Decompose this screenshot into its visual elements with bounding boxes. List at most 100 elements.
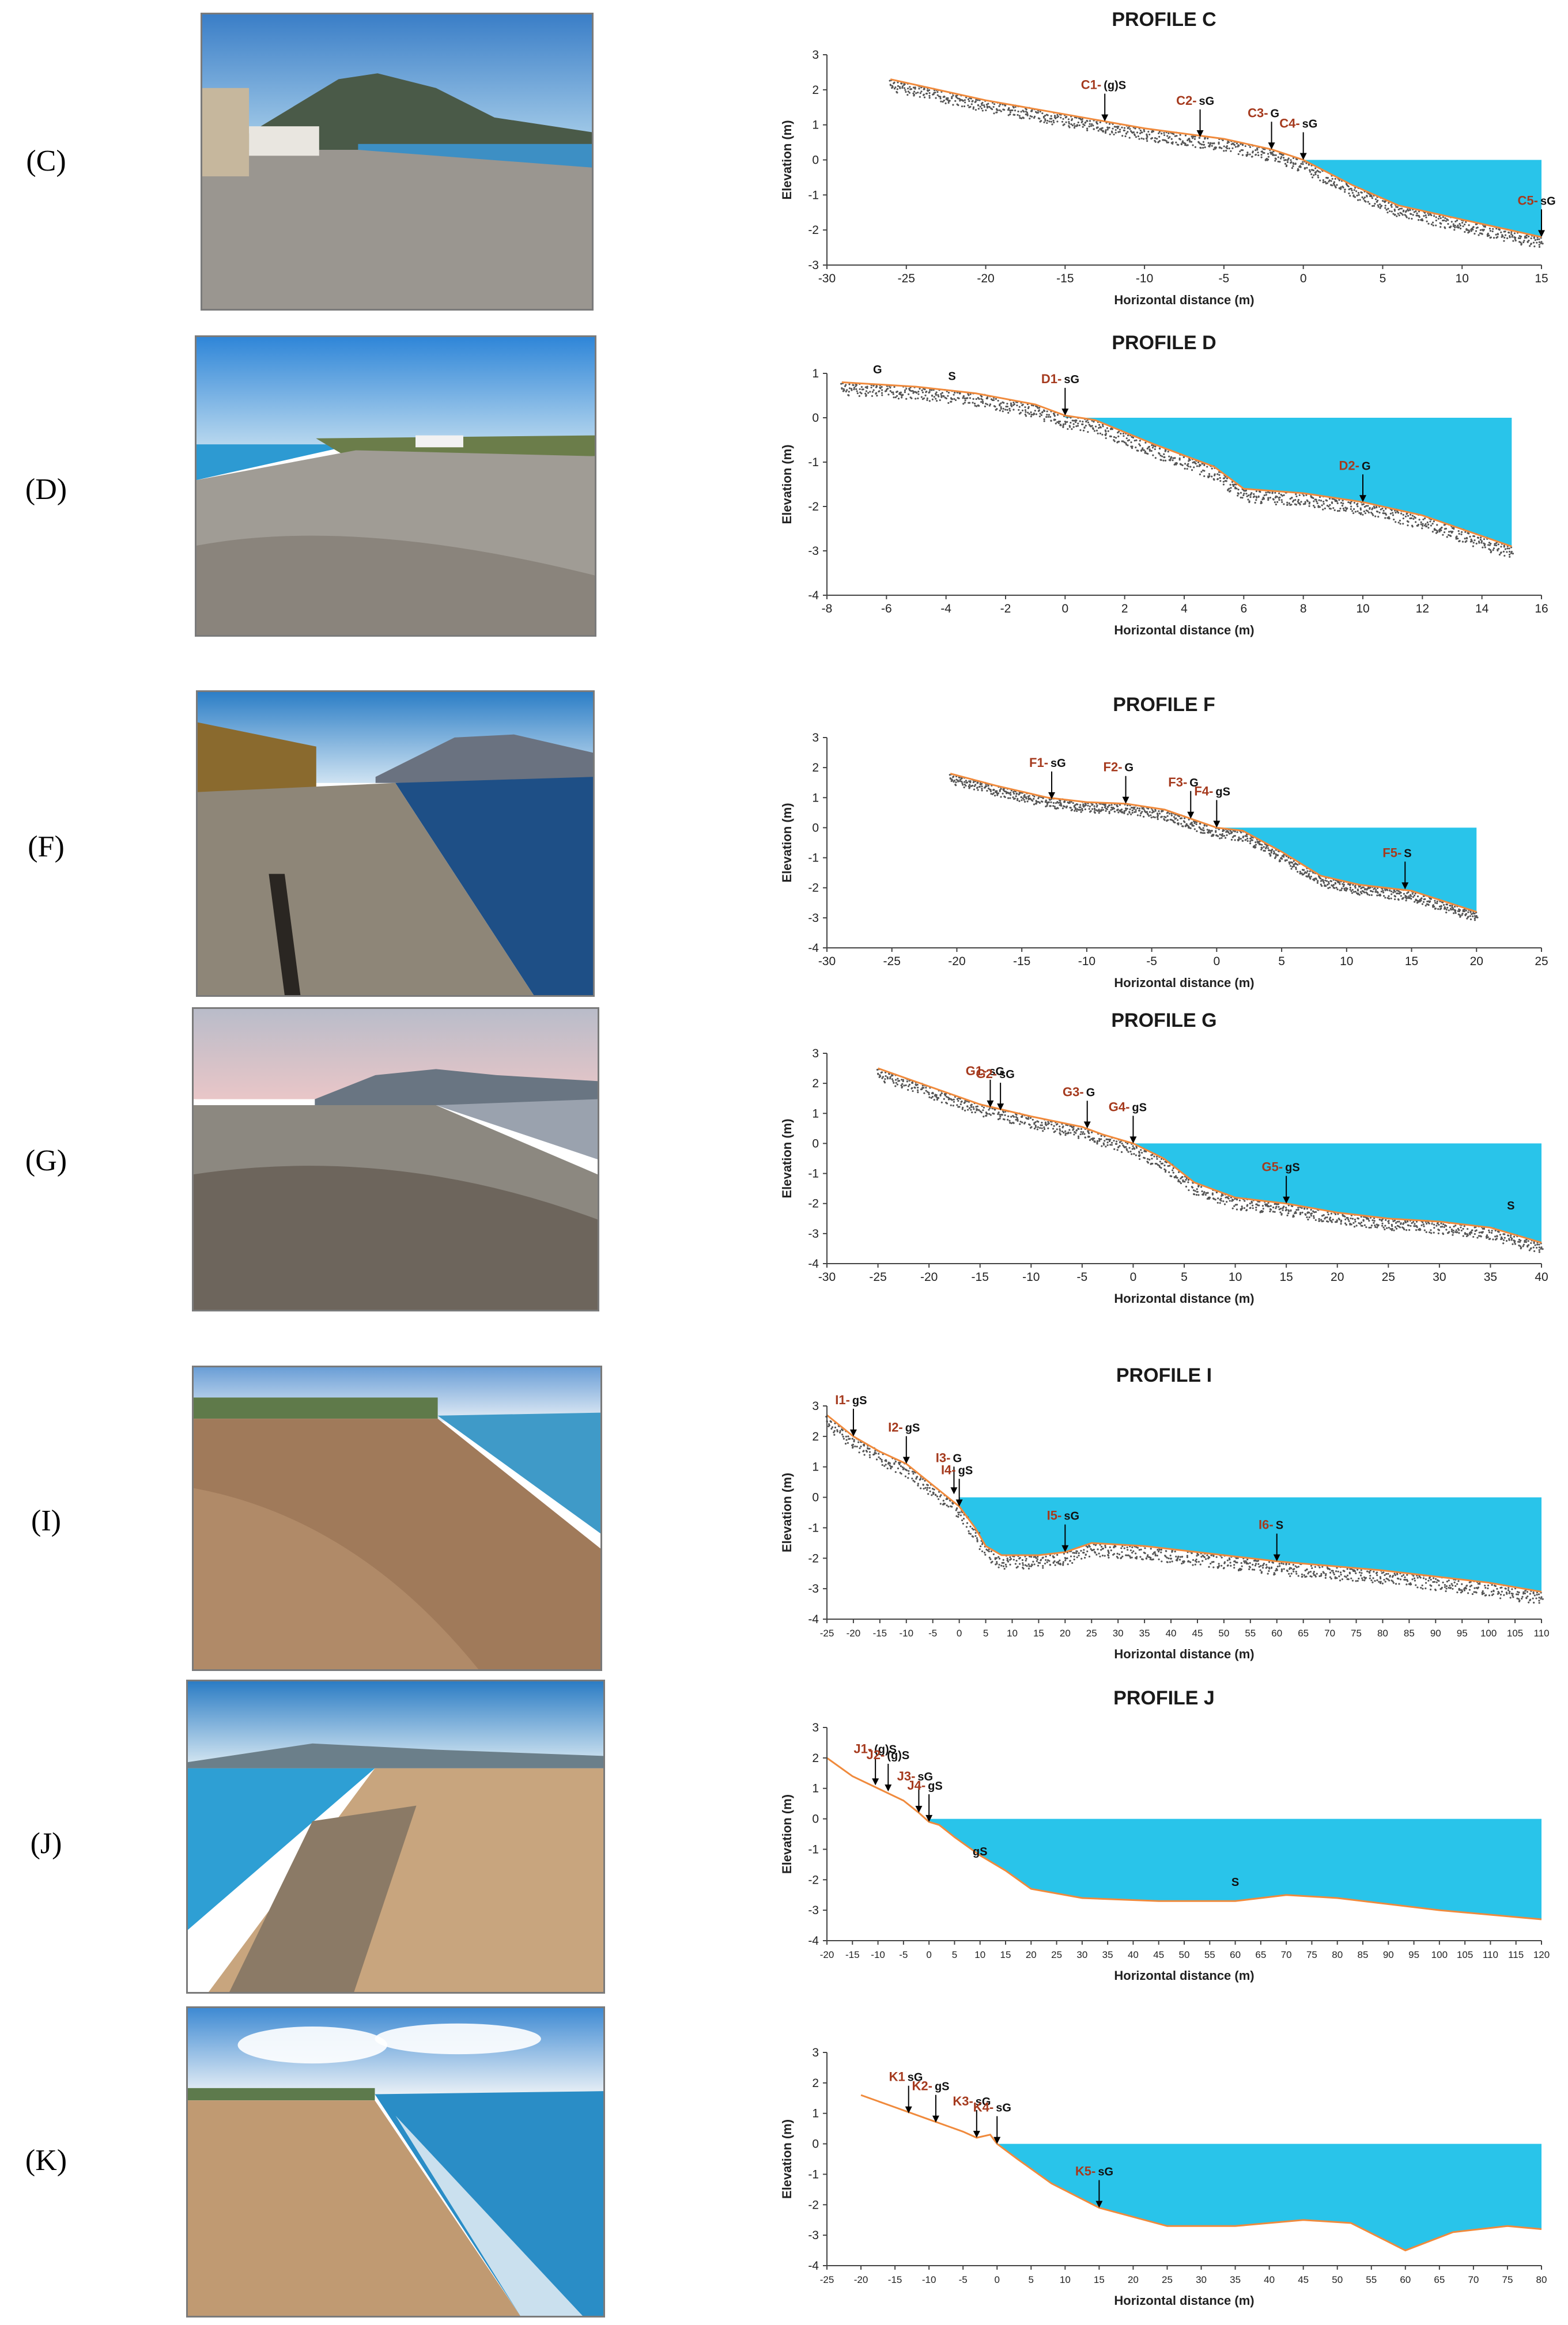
sample-arrowhead: [1048, 792, 1056, 799]
sediment-dot: [1397, 898, 1400, 901]
sediment-dot: [1274, 160, 1276, 162]
sediment-dot: [1529, 245, 1531, 247]
sediment-dot: [1286, 501, 1289, 504]
sediment-dot: [1393, 898, 1396, 901]
sediment-dot: [1328, 505, 1330, 508]
sediment-dot: [1189, 827, 1192, 829]
sediment-dot: [1418, 219, 1420, 221]
sediment-dot: [1405, 899, 1407, 902]
sediment-dot: [1339, 883, 1341, 885]
sediment-dot: [1007, 1115, 1010, 1117]
sediment-dot: [1222, 1200, 1225, 1203]
sediment-dot: [1357, 510, 1359, 512]
sediment-dot: [1238, 838, 1240, 840]
sediment-dot: [1115, 437, 1117, 439]
sediment-dot: [1040, 120, 1042, 122]
sediment-dot: [935, 398, 937, 400]
sediment-dot: [1165, 449, 1167, 452]
sediment-dot: [1306, 1216, 1308, 1219]
x-tick-label: -4: [940, 602, 951, 615]
sediment-dot: [1181, 464, 1184, 466]
sediment-dot: [1020, 111, 1022, 113]
sediment-dot: [1072, 426, 1075, 428]
sediment-dot: [1340, 502, 1343, 504]
sediment-dot: [973, 1108, 975, 1110]
sediment-dot: [1093, 128, 1095, 130]
sediment-dot: [1059, 1125, 1061, 1128]
sediment-dot: [1047, 1121, 1049, 1123]
sediment-dot: [1425, 523, 1427, 526]
sediment-dot: [1143, 810, 1146, 812]
sediment-dot: [900, 391, 902, 394]
sediment-dot: [1430, 223, 1433, 225]
sediment-dot: [1113, 1140, 1115, 1142]
sediment-dot: [1503, 236, 1506, 239]
sediment-dot: [1124, 135, 1127, 138]
x-tick-label: -15: [1013, 955, 1030, 968]
sediment-dot: [1195, 463, 1197, 465]
sediment-dot: [875, 392, 878, 394]
sediment-dot: [1152, 816, 1155, 818]
sediment-dot: [1433, 905, 1435, 908]
sediment-dot: [955, 1509, 957, 1511]
sediment-dot: [1374, 515, 1377, 517]
sediment-dot: [1524, 237, 1526, 239]
water-body: [1065, 415, 1512, 547]
sediment-dot: [1334, 500, 1336, 502]
sediment-dot: [1167, 141, 1169, 143]
sediment-dot: [1089, 1139, 1091, 1141]
sediment-dot: [1418, 519, 1420, 521]
sediment-dot: [924, 388, 926, 391]
sediment-dot: [1370, 195, 1373, 198]
sediment-dot: [929, 1490, 931, 1492]
sediment-dot: [1442, 216, 1444, 218]
sediment-dot: [1430, 1229, 1432, 1231]
sediment-dot: [1088, 1136, 1091, 1138]
sediment-dot: [1519, 1245, 1521, 1247]
sediment-dot: [1043, 1126, 1045, 1128]
sediment-dot: [1257, 154, 1260, 157]
sediment-dot: [1416, 900, 1419, 902]
sediment-dot: [1154, 810, 1157, 812]
sediment-dot: [1281, 501, 1283, 503]
sediment-dot: [1219, 146, 1221, 149]
sediment-dot: [1292, 1214, 1295, 1216]
sediment-dot: [963, 1102, 966, 1104]
sediment-dot: [1334, 1213, 1337, 1216]
sediment-dot: [1006, 1557, 1008, 1560]
sediment-dot: [1054, 116, 1056, 118]
sediment-dot: [1327, 887, 1329, 889]
sediment-dot: [1333, 184, 1335, 186]
sediment-dot: [1453, 912, 1455, 914]
sediment-dot: [1080, 1549, 1082, 1552]
sediment-dot: [1423, 1225, 1425, 1227]
sediment-dot: [1016, 404, 1018, 407]
sediment-dot: [1199, 142, 1201, 145]
sediment-dot: [851, 1438, 853, 1440]
sediment-dot: [1382, 890, 1384, 892]
sediment-dot: [916, 1476, 918, 1479]
sediment-dot: [1086, 120, 1089, 122]
sediment-dot: [992, 1553, 995, 1556]
sediment-dot: [845, 1439, 848, 1441]
sediment-dot: [1487, 544, 1490, 546]
sediment-dot: [1422, 524, 1424, 527]
sediment-dot: [1385, 1219, 1387, 1221]
sediment-dot: [1488, 542, 1491, 544]
sediment-dot: [875, 1452, 877, 1454]
sediment-dot: [1491, 230, 1494, 233]
sediment-dot: [1280, 1213, 1283, 1216]
sediment-dot: [1426, 521, 1429, 524]
sediment-dot: [1205, 1192, 1207, 1194]
sediment-dot: [1443, 524, 1445, 526]
sediment-dot: [1092, 428, 1094, 430]
sediment-dot: [1512, 1243, 1514, 1245]
sediment-dot: [1030, 1556, 1033, 1558]
sediment-dot: [883, 1082, 886, 1084]
sediment-dot: [1313, 506, 1316, 508]
sediment-dot: [913, 90, 916, 93]
sediment-dot: [1092, 124, 1094, 127]
sediment-dot: [1317, 176, 1320, 179]
sediment-dot: [980, 107, 983, 109]
sediment-dot: [1154, 1551, 1156, 1553]
